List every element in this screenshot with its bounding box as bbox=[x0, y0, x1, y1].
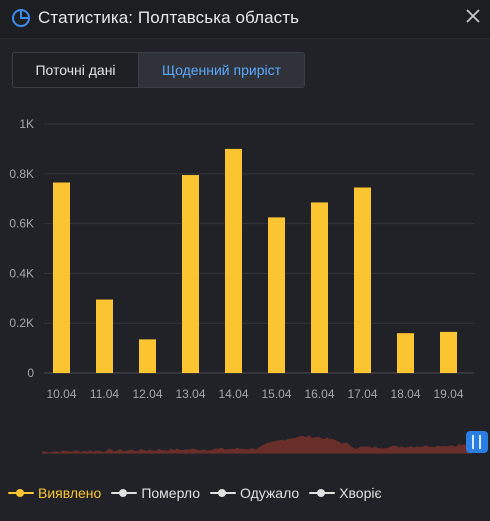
y-tick-label: 0.2K bbox=[9, 316, 34, 330]
legend-label: Померло bbox=[141, 485, 201, 501]
x-tick-label: 15.04 bbox=[261, 387, 291, 401]
legend-label: Хворіє bbox=[339, 485, 382, 501]
bar-10.04[interactable] bbox=[53, 182, 70, 373]
legend: Виявлено Померло Одужало Хворіє bbox=[8, 483, 392, 503]
tab-daily-growth[interactable]: Щоденний приріст bbox=[139, 53, 304, 87]
x-tick-label: 12.04 bbox=[132, 387, 162, 401]
legend-marker-icon bbox=[210, 488, 237, 498]
tab-current-data[interactable]: Поточні дані bbox=[13, 53, 139, 87]
legend-marker-icon bbox=[111, 488, 138, 498]
bar-14.04[interactable] bbox=[225, 148, 242, 373]
x-tick-label: 18.04 bbox=[390, 387, 420, 401]
bar-16.04[interactable] bbox=[311, 202, 328, 373]
x-tick-label: 14.04 bbox=[218, 387, 248, 401]
x-tick-label: 13.04 bbox=[175, 387, 205, 401]
navigator-area bbox=[42, 435, 470, 454]
x-tick-label: 10.04 bbox=[46, 387, 76, 401]
bar-18.04[interactable] bbox=[397, 333, 414, 373]
bar-13.04[interactable] bbox=[182, 175, 199, 373]
tab-group: Поточні дані Щоденний приріст bbox=[12, 52, 305, 88]
pie-chart-icon bbox=[12, 9, 30, 27]
legend-item-sick[interactable]: Хворіє bbox=[309, 485, 382, 501]
bar-19.04[interactable] bbox=[440, 331, 457, 373]
y-tick-label: 0 bbox=[27, 366, 34, 380]
legend-label: Виявлено bbox=[38, 485, 102, 501]
bar-12.04[interactable] bbox=[139, 339, 156, 373]
navigator-baseline bbox=[42, 453, 472, 454]
x-tick-label: 19.04 bbox=[433, 387, 463, 401]
x-tick-label: 17.04 bbox=[347, 387, 377, 401]
legend-label: Одужало bbox=[240, 485, 300, 501]
bar-17.04[interactable] bbox=[354, 187, 371, 373]
window-title: Статистика: Полтавська область bbox=[38, 8, 300, 27]
y-tick-label: 0.8K bbox=[9, 167, 34, 181]
time-navigator[interactable] bbox=[0, 424, 490, 464]
legend-marker-icon bbox=[8, 488, 34, 498]
legend-item-detected[interactable]: Виявлено bbox=[8, 485, 101, 501]
navigator-handle[interactable] bbox=[466, 431, 488, 453]
y-tick-label: 0.4K bbox=[9, 266, 34, 280]
x-tick-label: 16.04 bbox=[304, 387, 334, 401]
bar-15.04[interactable] bbox=[268, 217, 285, 373]
close-icon[interactable] bbox=[465, 8, 481, 24]
legend-item-died[interactable]: Померло bbox=[111, 485, 200, 501]
window-header: Статистика: Полтавська область bbox=[0, 0, 490, 39]
legend-item-recovered[interactable]: Одужало bbox=[210, 485, 299, 501]
y-tick-label: 1K bbox=[19, 117, 34, 131]
x-tick-label: 11.04 bbox=[90, 387, 119, 401]
legend-marker-icon bbox=[309, 488, 336, 498]
bar-chart: 0 0.2K 0.4K 0.6K 0.8K 1K 10.04 11.04 12.04 13.04… bbox=[9, 117, 474, 401]
y-tick-label: 0.6K bbox=[9, 217, 34, 231]
bar-11.04[interactable] bbox=[96, 299, 113, 373]
